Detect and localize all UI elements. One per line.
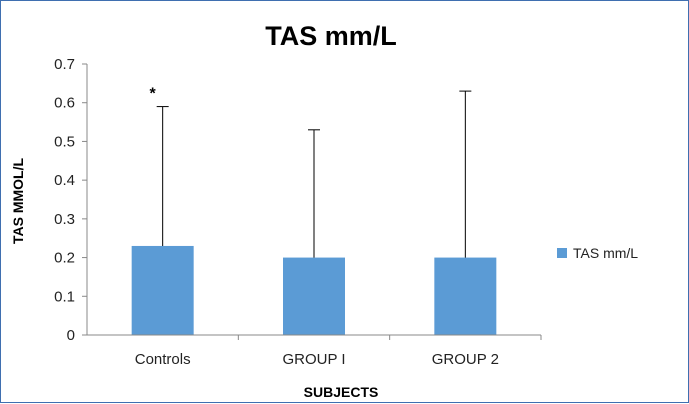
x-axis-title: SUBJECTS [304,384,379,400]
bar [131,245,194,335]
bar [434,257,497,335]
y-tick-label: 0.3 [54,211,75,228]
bar [283,257,345,335]
y-axis-ticks: 0 0.1 0.2 0.3 0.4 0.5 0.6 0.7 [54,56,87,344]
y-tick-label: 0.5 [54,133,75,150]
y-tick-label: 0.1 [54,288,75,305]
legend-label: TAS mm/L [573,245,638,261]
x-category-label: GROUP I [282,351,345,368]
y-tick-label: 0.6 [54,95,75,112]
bars [131,245,497,335]
chart-title: TAS mm/L [265,21,397,51]
x-category-label: GROUP 2 [432,351,499,368]
error-bars [156,90,472,258]
y-tick-label: 0.2 [54,250,75,267]
annotations: * [150,86,157,103]
x-category-label: Controls [135,351,191,368]
legend-swatch [557,248,567,258]
significance-marker: * [150,86,157,103]
legend: TAS mm/L [557,245,638,261]
y-tick-label: 0.4 [54,172,75,189]
y-axis-title: TAS MMOL/L [10,158,26,245]
y-tick-label: 0.7 [54,56,75,73]
x-axis-categories: Controls GROUP I GROUP 2 [135,335,542,368]
y-tick-label: 0 [67,327,75,344]
